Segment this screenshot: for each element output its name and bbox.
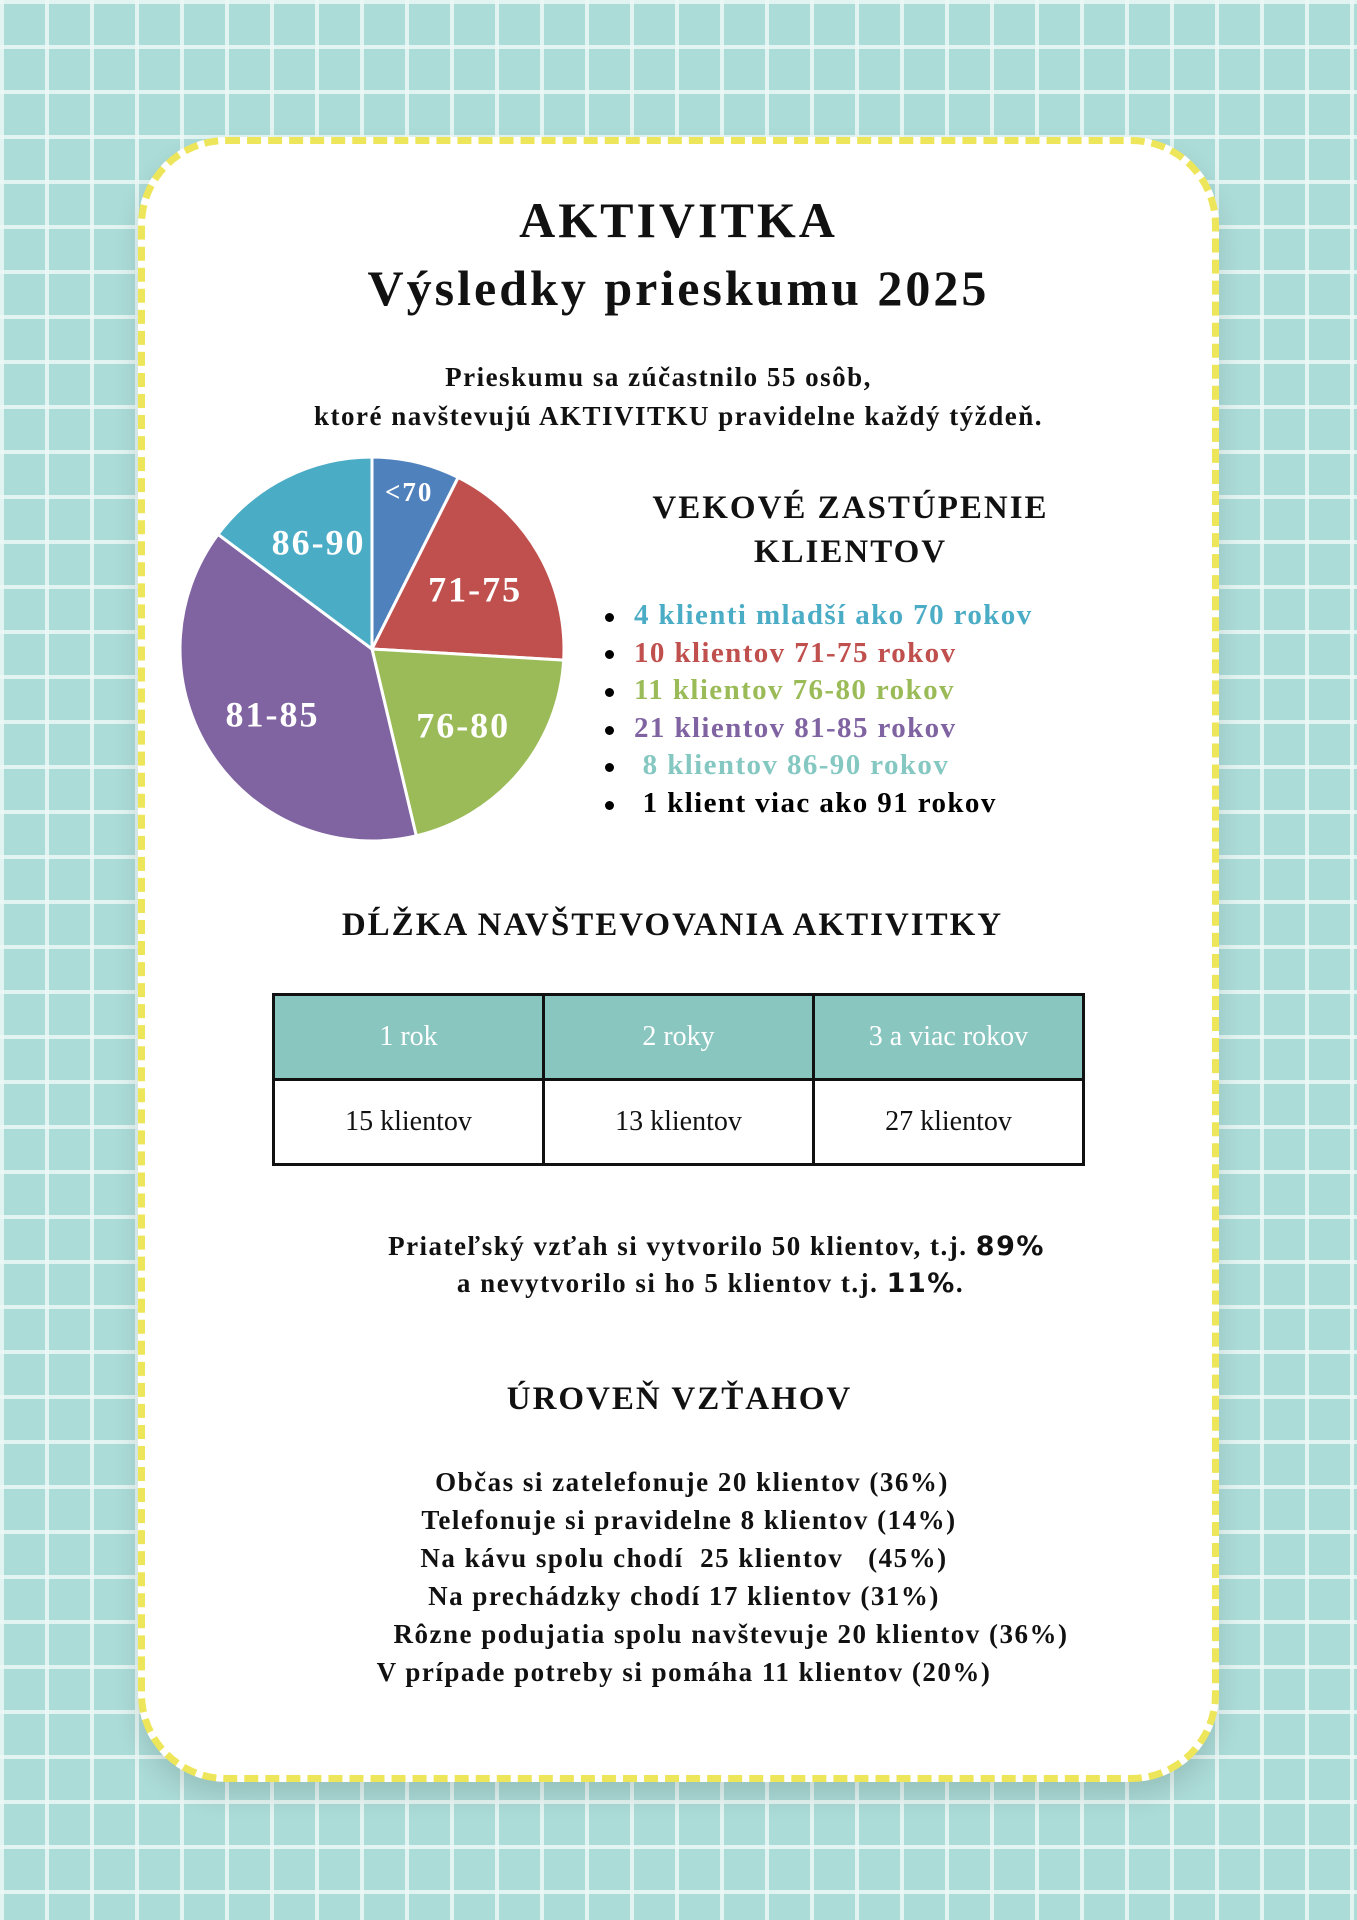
legend-text: 10 klientov 71-75 rokov: [634, 636, 957, 669]
duration-table: 1 rok 2 roky 3 a viac rokov 15 klientov …: [272, 993, 1085, 1166]
age-heading-1: VEKOVÉ ZASTÚPENIE: [652, 490, 1049, 526]
table-cell: 27 klientov: [812, 1078, 1085, 1166]
pie-slice: [215, 455, 374, 652]
friendship-percent: 89%: [975, 1231, 1045, 1262]
relation-item: Telefonuje si pravidelne 8 klientov (14%…: [421, 1505, 957, 1535]
bullet-icon: [605, 763, 614, 773]
duration-heading: DĹŽKA NAVŠTEVOVANIA AKTIVITKY: [341, 907, 1004, 943]
pie-label: <70: [385, 477, 433, 507]
legend-text: 21 klientov 81-85 rokov: [634, 711, 957, 744]
relation-item: Na kávu spolu chodí 25 klientov (45%): [420, 1543, 948, 1573]
bullet-icon: [605, 688, 614, 698]
pie-slice: [370, 647, 566, 838]
legend-text: 8 klientov 86-90 rokov: [634, 749, 950, 782]
legend-item: 1 klient viac ako 91 rokov: [605, 785, 1033, 823]
table-header: 1 rok: [272, 993, 545, 1081]
table-cell: 13 klientov: [542, 1078, 815, 1166]
legend-item: 8 klientov 86-90 rokov: [605, 747, 1033, 785]
legend-item: 4 klienti mladší ako 70 rokov: [605, 597, 1033, 635]
table-row: 15 klientov 13 klientov 27 klientov: [272, 1078, 1085, 1166]
survey-card: [138, 137, 1219, 1782]
age-heading-2: KLIENTOV: [753, 534, 948, 570]
bullet-icon: [605, 725, 614, 735]
table-header-row: 1 rok 2 roky 3 a viac rokov: [272, 993, 1085, 1081]
relation-item: Na prechádzky chodí 17 klientov (31%): [428, 1581, 940, 1611]
relations-heading: ÚROVEŇ VZŤAHOV: [506, 1381, 853, 1417]
pie-label: 71-75: [428, 569, 522, 609]
subtitle: Výsledky prieskumu 2025: [367, 260, 990, 316]
intro-line-2: ktoré navštevujú AKTIVITKU pravidelne ka…: [313, 401, 1044, 431]
relation-item: V prípade potreby si pomáha 11 klientov …: [376, 1657, 992, 1687]
title: AKTIVITKA: [519, 192, 838, 248]
legend-item: 21 klientov 81-85 rokov: [605, 710, 1033, 748]
bullet-icon: [605, 650, 614, 660]
bullet-icon: [605, 612, 614, 622]
pie-label: 86-90: [272, 523, 366, 563]
friendship-text: Priateľský vzťah si vytvorilo 50 kliento…: [388, 1231, 976, 1261]
pie-label: 76-80: [416, 706, 510, 746]
table-header: 2 roky: [542, 993, 815, 1081]
friendship-line-2: a nevytvorilo si ho 5 klientov t.j. 11%.: [32, 1264, 1357, 1303]
pie-label: 81-85: [226, 694, 320, 734]
table-cell: 15 klientov: [272, 1078, 545, 1166]
intro-line-1: Prieskumu sa zúčastnilo 55 osôb,: [445, 362, 872, 392]
friendship-line-1: Priateľský vzťah si vytvorilo 50 kliento…: [38, 1227, 1357, 1266]
pie-slice: [369, 475, 566, 662]
relation-item: Občas si zatelefonuje 20 klientov (36%): [435, 1467, 949, 1497]
relation-item: Rôzne podujatia spolu navštevuje 20 klie…: [393, 1619, 1069, 1649]
legend-item: 10 klientov 71-75 rokov: [605, 635, 1033, 673]
table-header: 3 a viac rokov: [812, 993, 1085, 1081]
legend-text: 4 klienti mladší ako 70 rokov: [634, 599, 1033, 631]
no-friendship-percent: 11%: [886, 1268, 956, 1299]
legend-item: 11 klientov 76-80 rokov: [605, 672, 1033, 710]
bullet-icon: [605, 800, 614, 810]
period: .: [955, 1268, 965, 1298]
age-legend: 4 klienti mladší ako 70 rokov 10 klientov…: [605, 597, 1033, 823]
legend-text: 1 klient viac ako 91 rokov: [634, 786, 997, 819]
pie-slice: [178, 532, 419, 843]
no-friendship-text: a nevytvorilo si ho 5 klientov t.j.: [456, 1268, 887, 1298]
legend-text: 11 klientov 76-80 rokov: [634, 674, 955, 707]
